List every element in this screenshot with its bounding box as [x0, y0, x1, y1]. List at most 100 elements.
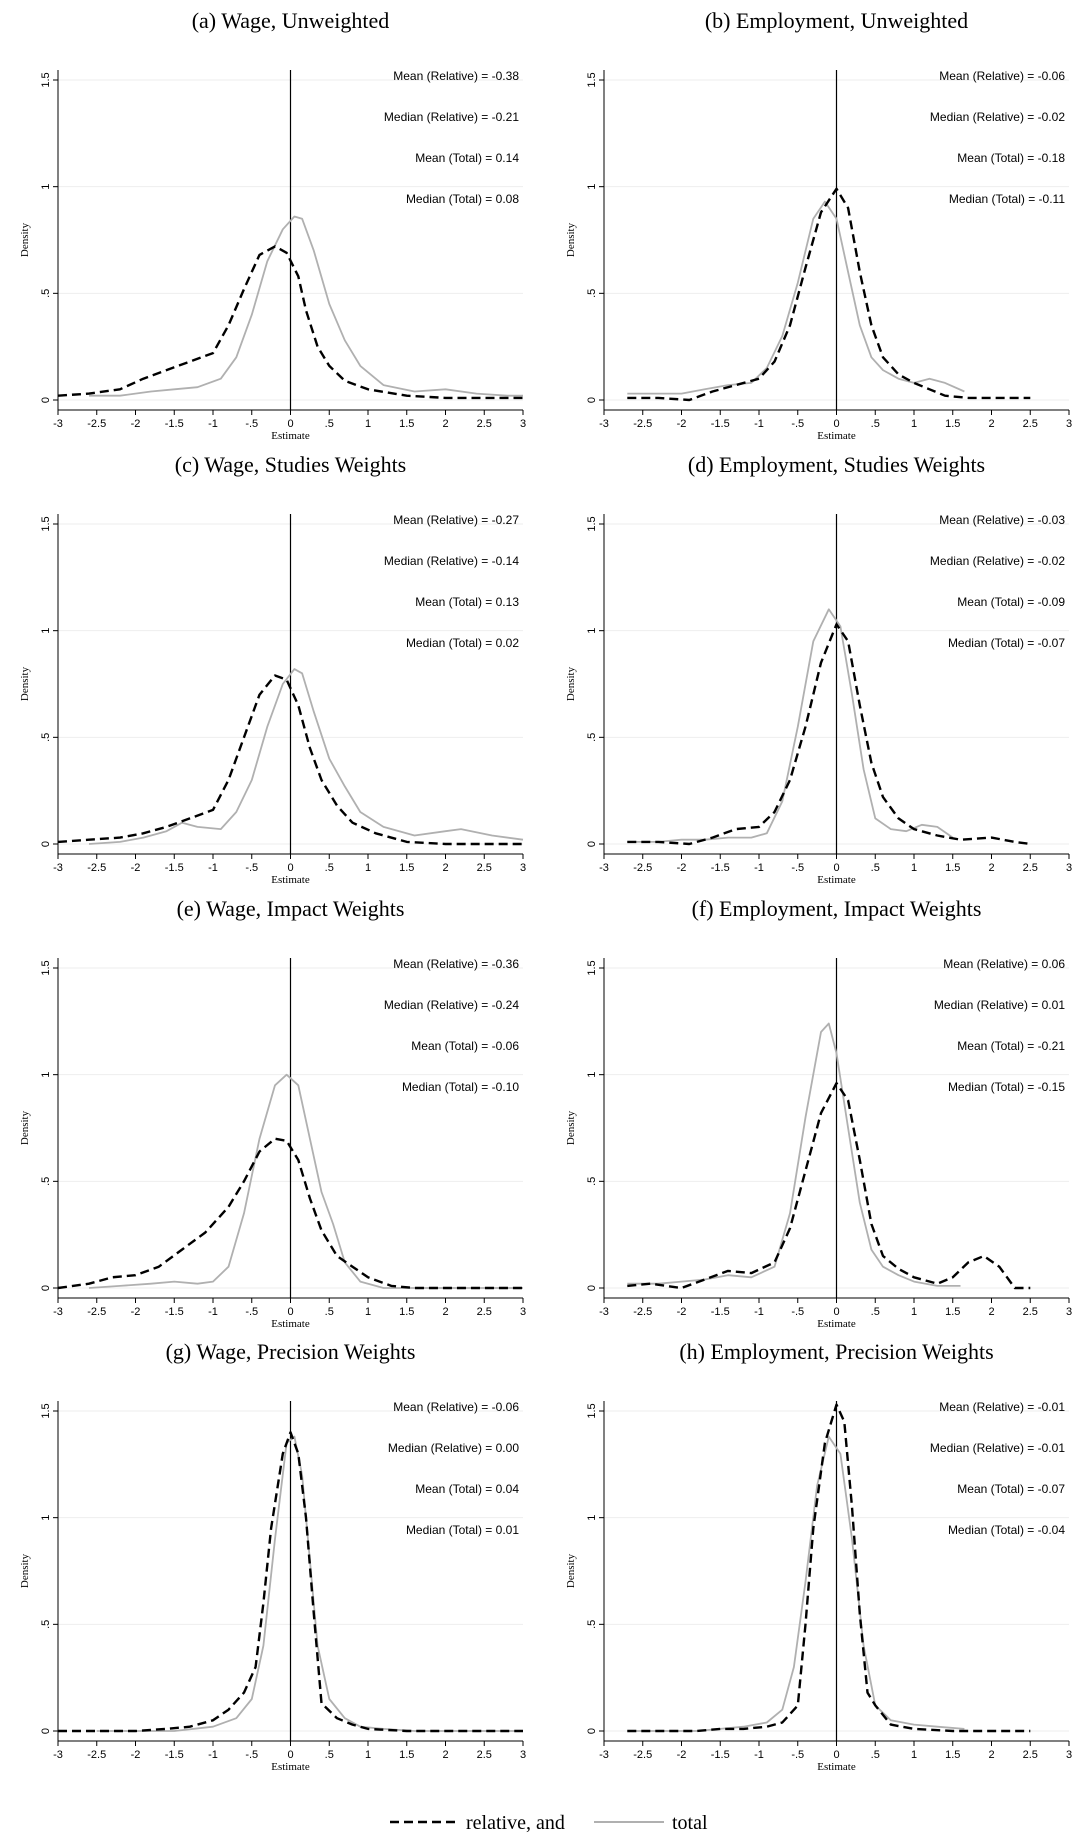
x-tick-label: -1.5	[711, 1749, 730, 1761]
x-axis-label: Estimate	[817, 1318, 856, 1330]
x-tick-label: -.5	[791, 418, 804, 430]
x-tick-label: -3	[53, 418, 63, 430]
x-tick-label: 2.5	[1023, 1749, 1038, 1761]
y-tick-label: 1.5	[40, 72, 52, 87]
x-tick-label: 1	[911, 418, 917, 430]
stat-annotation: Mean (Total) = -0.07	[957, 1482, 1065, 1496]
x-tick-label: 2	[442, 418, 448, 430]
x-tick-label: 3	[1066, 418, 1072, 430]
x-tick-label: 0	[833, 862, 839, 874]
x-tick-label: 3	[520, 418, 526, 430]
y-tick-label: 0	[586, 397, 598, 403]
y-tick-label: 0	[40, 1285, 52, 1291]
stat-annotation: Median (Total) = -0.15	[948, 1080, 1065, 1094]
series-line-total	[88, 1073, 523, 1289]
y-tick-label: 1	[586, 628, 598, 634]
x-tick-label: 1.5	[945, 1306, 960, 1318]
stat-annotation: Median (Relative) = -0.01	[930, 1441, 1065, 1455]
panel-title: (c) Wage, Studies Weights	[175, 452, 407, 477]
y-axis-label: Density	[565, 1110, 577, 1145]
x-tick-label: 3	[520, 1306, 526, 1318]
x-tick-label: -2	[677, 1306, 687, 1318]
stat-annotation: Mean (Total) = -0.06	[411, 1039, 519, 1053]
x-tick-label: -.5	[245, 862, 258, 874]
y-tick-label: 0	[40, 397, 52, 403]
y-axis-label: Density	[565, 222, 577, 257]
x-tick-label: 3	[1066, 1306, 1072, 1318]
stat-annotation: Median (Total) = -0.10	[402, 1080, 519, 1094]
chart-panel-4: (d) Employment, Studies Weights0.511.5-3…	[565, 452, 1072, 886]
x-tick-label: 2	[988, 1749, 994, 1761]
x-tick-label: -2	[677, 1749, 687, 1761]
y-tick-label: 1.5	[40, 1403, 52, 1418]
x-tick-label: -2	[131, 862, 141, 874]
stat-annotation: Mean (Relative) = -0.38	[393, 69, 519, 83]
x-tick-label: 1.5	[945, 1749, 960, 1761]
x-tick-label: -2.5	[87, 418, 106, 430]
x-tick-label: -1.5	[165, 862, 184, 874]
y-tick-label: 1.5	[40, 960, 52, 975]
y-tick-label: 1.5	[40, 516, 52, 531]
stat-annotation: Median (Relative) = -0.02	[930, 554, 1065, 568]
x-tick-label: -1.5	[711, 1306, 730, 1318]
stat-annotation: Mean (Relative) = -0.01	[939, 1400, 1065, 1414]
y-tick-label: 1	[586, 1072, 598, 1078]
x-tick-label: -2	[131, 1749, 141, 1761]
y-tick-label: 1	[40, 628, 52, 634]
panel-title: (g) Wage, Precision Weights	[166, 1339, 416, 1364]
x-tick-label: .5	[325, 418, 334, 430]
x-tick-label: 1	[365, 418, 371, 430]
chart-panel-6: (f) Employment, Impact Weights0.511.5-3-…	[565, 896, 1072, 1330]
y-tick-label: .5	[40, 733, 52, 742]
x-tick-label: -2	[131, 1306, 141, 1318]
x-tick-label: 2.5	[1023, 862, 1038, 874]
x-tick-label: 1.5	[399, 862, 414, 874]
y-tick-label: .5	[40, 289, 52, 298]
x-tick-label: 2	[442, 862, 448, 874]
x-tick-label: -.5	[791, 862, 804, 874]
x-tick-label: -.5	[791, 1306, 804, 1318]
stat-annotation: Median (Relative) = -0.02	[930, 110, 1065, 124]
series-line-total	[627, 608, 954, 843]
stat-annotation: Mean (Total) = -0.18	[957, 151, 1065, 165]
x-tick-label: 0	[287, 418, 293, 430]
stat-annotation: Median (Total) = -0.07	[948, 636, 1065, 650]
x-tick-label: 3	[1066, 1749, 1072, 1761]
y-tick-label: 0	[40, 841, 52, 847]
x-tick-label: 3	[520, 862, 526, 874]
series-line-total	[96, 1435, 523, 1732]
x-tick-label: -1.5	[165, 1306, 184, 1318]
series-line-relative	[57, 674, 523, 846]
panel-title: (f) Employment, Impact Weights	[692, 896, 982, 921]
x-tick-label: -2.5	[87, 862, 106, 874]
stat-annotation: Median (Relative) = -0.14	[384, 554, 519, 568]
x-tick-label: -1.5	[165, 1749, 184, 1761]
x-tick-label: 1	[365, 1749, 371, 1761]
x-tick-label: .5	[325, 862, 334, 874]
panel-title: (d) Employment, Studies Weights	[688, 452, 985, 477]
x-tick-label: -1.5	[165, 418, 184, 430]
x-tick-label: -.5	[245, 1749, 258, 1761]
x-tick-label: -2.5	[87, 1749, 106, 1761]
series-line-total	[627, 1022, 961, 1287]
y-axis-label: Density	[565, 666, 577, 701]
x-axis-label: Estimate	[271, 1761, 310, 1773]
stat-annotation: Mean (Total) = 0.13	[415, 595, 519, 609]
legend-total-label: total	[672, 1812, 708, 1834]
chart-panel-8: (h) Employment, Precision Weights0.511.5…	[565, 1339, 1072, 1773]
y-tick-label: 1.5	[586, 960, 598, 975]
stat-annotation: Mean (Relative) = -0.06	[393, 1400, 519, 1414]
stat-annotation: Mean (Relative) = 0.06	[943, 957, 1065, 971]
x-tick-label: 2.5	[477, 862, 492, 874]
stat-annotation: Median (Total) = -0.04	[948, 1523, 1065, 1537]
x-tick-label: 1	[365, 862, 371, 874]
y-axis-label: Density	[19, 1553, 31, 1588]
series-line-relative	[627, 1403, 1031, 1733]
series-line-relative	[57, 245, 523, 400]
x-tick-label: -1	[208, 418, 218, 430]
x-tick-label: -1	[208, 862, 218, 874]
